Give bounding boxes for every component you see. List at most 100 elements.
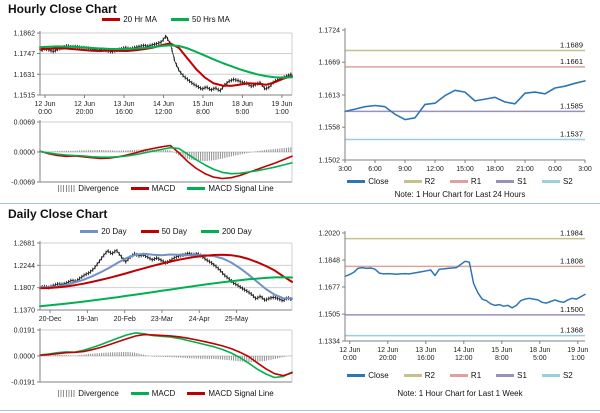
- legend-item: R2: [403, 177, 435, 186]
- line-swatch-icon: [449, 374, 468, 377]
- svg-text:1.1558: 1.1558: [319, 125, 341, 132]
- svg-text:1.1808: 1.1808: [560, 256, 583, 265]
- legend-item: MACD: [130, 184, 176, 193]
- svg-text:3:00: 3:00: [338, 166, 352, 173]
- svg-text:1.1505: 1.1505: [319, 312, 341, 319]
- daily-pivot-chart: 1.1984 1.1808 1.1500 1.1368 1.2020 1.1848 1.16…: [319, 229, 589, 362]
- legend-item-label: R2: [424, 177, 435, 186]
- svg-text:8:00: 8:00: [196, 109, 210, 116]
- svg-text:14 Jun: 14 Jun: [453, 347, 474, 354]
- svg-text:9:00: 9:00: [398, 166, 412, 173]
- legend-item: Close: [347, 371, 389, 380]
- legend-item: 50 Day: [140, 227, 187, 236]
- legend-item: MACD: [130, 389, 176, 398]
- legend-item-label: 200 Day: [221, 227, 252, 236]
- line-swatch-icon: [171, 18, 189, 21]
- svg-text:1.1368: 1.1368: [560, 326, 583, 335]
- legend-item: MACD Signal Line: [187, 184, 274, 193]
- svg-text:15 Jun: 15 Jun: [491, 347, 512, 354]
- line-swatch-icon: [496, 374, 515, 377]
- svg-text:1.1515: 1.1515: [14, 93, 36, 100]
- legend-item-label: Divergence: [78, 389, 119, 398]
- line-swatch-icon: [140, 230, 159, 233]
- svg-text:1.1500: 1.1500: [560, 305, 583, 314]
- legend-item-label: R2: [424, 371, 435, 380]
- line-swatch-icon: [130, 392, 149, 395]
- legend-item: S2: [541, 371, 573, 380]
- svg-text:12 Jun: 12 Jun: [35, 101, 56, 108]
- hourly-pivot-chart: 1.1689 1.1661 1.1585 1.1537 1.1724 1.1669 1.16…: [319, 28, 592, 174]
- svg-text:1.1747: 1.1747: [14, 51, 36, 58]
- svg-text:1.1984: 1.1984: [560, 229, 583, 238]
- svg-text:1.2681: 1.2681: [14, 241, 36, 248]
- daily-pivot-note: Note: 1 Hour Chart for Last 1 Week: [397, 389, 523, 398]
- line-swatch-icon: [130, 187, 149, 190]
- svg-text:-0.0069: -0.0069: [11, 180, 35, 187]
- svg-text:0:00: 0:00: [548, 166, 562, 173]
- line-swatch-icon: [102, 18, 121, 21]
- daily-ma-legend: 20 Day 50 Day 200 Day: [40, 227, 292, 236]
- svg-text:20:00: 20:00: [379, 355, 397, 362]
- svg-text:-0.0191: -0.0191: [11, 380, 35, 387]
- line-swatch-icon: [187, 392, 206, 395]
- hourly-chart-title: Hourly Close Chart: [8, 2, 117, 16]
- legend-item-label: S2: [562, 371, 573, 380]
- svg-text:12:00: 12:00: [455, 355, 473, 362]
- legend-item-label: Close: [368, 177, 389, 186]
- svg-text:1:00: 1:00: [571, 355, 585, 362]
- legend-item: R2: [403, 371, 435, 380]
- svg-text:12 Jun: 12 Jun: [339, 347, 360, 354]
- legend-item: R1: [449, 177, 481, 186]
- line-swatch-icon: [496, 180, 515, 183]
- legend-item-label: 20 Hr MA: [123, 15, 157, 24]
- svg-text:18:00: 18:00: [486, 166, 504, 173]
- legend-item-label: MACD: [151, 184, 176, 193]
- svg-text:18 Jun: 18 Jun: [232, 101, 253, 108]
- svg-text:13 Jun: 13 Jun: [113, 101, 134, 108]
- svg-text:12 Jun: 12 Jun: [377, 347, 398, 354]
- legend-item: 20 Day: [80, 227, 127, 236]
- line-swatch-icon: [200, 230, 219, 233]
- svg-text:1.1631: 1.1631: [14, 72, 36, 79]
- svg-text:1.1613: 1.1613: [319, 93, 341, 100]
- svg-text:14 Jun: 14 Jun: [153, 101, 174, 108]
- svg-text:12:00: 12:00: [155, 109, 173, 116]
- line-swatch-icon: [403, 374, 422, 377]
- line-swatch-icon: [403, 180, 422, 183]
- legend-item: Close: [347, 177, 389, 186]
- svg-text:1.1334: 1.1334: [319, 339, 341, 346]
- svg-text:0.0000: 0.0000: [14, 150, 36, 157]
- svg-text:1.1807: 1.1807: [14, 285, 36, 292]
- svg-text:1.2244: 1.2244: [14, 263, 36, 270]
- legend-item-label: MACD Signal Line: [208, 389, 274, 398]
- line-swatch-icon: [347, 180, 366, 183]
- legend-item-label: 50 Day: [161, 227, 187, 236]
- svg-text:20-Feb: 20-Feb: [114, 316, 136, 323]
- hourly-macd-legend: Divergence MACD MACD Signal Line: [40, 184, 292, 193]
- daily-chart-title: Daily Close Chart: [8, 207, 108, 221]
- svg-text:20:00: 20:00: [76, 109, 94, 116]
- line-swatch-icon: [449, 180, 468, 183]
- svg-text:6:00: 6:00: [368, 166, 382, 173]
- hourly-pivot-panel: 1.1689 1.1661 1.1585 1.1537 1.1724 1.1669 1.16…: [300, 0, 600, 205]
- svg-text:19-Jan: 19-Jan: [77, 316, 99, 323]
- svg-text:0:00: 0:00: [38, 109, 52, 116]
- legend-item: MACD Signal Line: [187, 389, 274, 398]
- legend-item-label: R1: [470, 371, 482, 380]
- svg-text:16:00: 16:00: [115, 109, 133, 116]
- svg-text:1.1661: 1.1661: [560, 57, 583, 66]
- legend-item: 50 Hrs MA: [171, 15, 230, 24]
- svg-text:0:00: 0:00: [343, 355, 357, 362]
- svg-text:3:00: 3:00: [578, 166, 592, 173]
- daily-close-panel: 1.2681 1.2244 1.1807 1.1370 20-Dec 19-Jan 20-F…: [0, 205, 300, 413]
- legend-item: Divergence: [58, 184, 119, 193]
- line-swatch-icon: [80, 230, 99, 233]
- legend-item: R1: [449, 371, 482, 380]
- legend-item-label: S2: [562, 177, 573, 186]
- svg-text:5:00: 5:00: [236, 109, 250, 116]
- svg-text:12:00: 12:00: [426, 166, 444, 173]
- legend-item-label: MACD: [151, 389, 176, 398]
- hourly-ma-legend: 20 Hr MA 50 Hrs MA: [40, 15, 292, 24]
